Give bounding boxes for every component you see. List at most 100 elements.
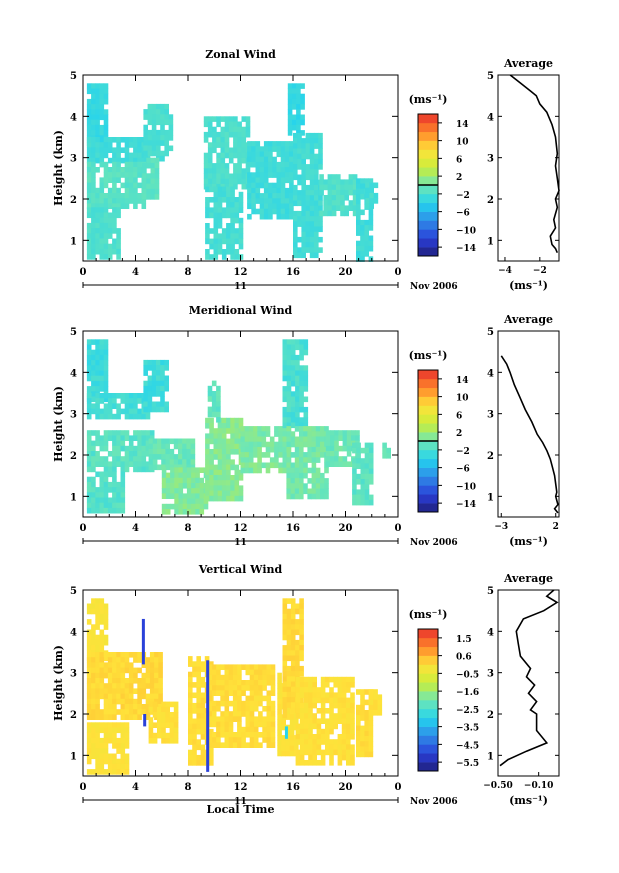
heatmap-cell [286,396,292,403]
heatmap-cell [112,672,117,679]
heatmap-cell [299,483,304,489]
heatmap-cell [116,177,121,183]
heatmap-cell [307,452,312,458]
heatmap-cell [237,121,242,128]
heatmap-cell [120,471,126,478]
heatmap-cell [86,722,92,728]
heatmap-cell [301,158,306,165]
heatmap-cell [226,454,231,460]
heatmap-cell [329,739,334,745]
heatmap-cell [120,709,126,715]
heatmap-cell [269,446,275,453]
heatmap-cell [263,203,269,210]
heatmap-cell [295,708,301,714]
heatmap-cell [241,152,247,159]
heatmap-cell [200,666,206,673]
heatmap-cell [217,449,223,455]
heatmap-cell [133,193,138,199]
colorbar-swatch [418,396,438,406]
heatmap-cell [133,403,138,409]
heatmap-cell [356,193,361,200]
heatmap-cell [282,665,288,672]
heatmap-cell [103,769,109,775]
heatmap-cell [294,462,300,469]
heatmap-cell [128,678,134,684]
heatmap-cell [107,167,113,173]
heatmap-cell [191,509,196,515]
heatmap-cell [107,203,113,209]
heatmap-cell [356,741,361,747]
heatmap-cell [95,157,100,164]
heatmap-cell [282,349,288,356]
heatmap-cell [303,436,308,443]
heatmap-cell [124,435,130,441]
heatmap-cell [350,734,355,740]
heatmap-cell [146,188,151,195]
heatmap-cell [116,743,121,749]
heatmap-cell [299,467,304,474]
heatmap-cell [86,413,92,420]
heatmap-cell [296,114,301,121]
heatmap-cell [224,173,230,180]
heatmap-cell [103,502,109,509]
heatmap-cell [281,719,286,726]
heatmap-cell [165,701,170,708]
heatmap-cell [99,662,105,668]
heatmap-cell [86,743,92,749]
heatmap-cell [340,210,345,217]
heatmap-cell [99,743,105,749]
heatmap-cell [196,692,201,699]
heatmap-cell [286,370,292,377]
heatmap-cell [270,700,276,707]
heatmap-cell [224,178,230,185]
heatmap-cell [157,443,162,450]
heatmap-cell [196,682,201,688]
heatmap-cell [266,716,272,722]
heatmap-cell [303,386,309,392]
heatmap-cell [249,742,255,748]
heatmap-cell [346,676,351,683]
heatmap-cell [107,398,113,404]
heatmap-cell [160,103,165,110]
heatmap-cell [220,674,225,681]
heatmap-cell [241,737,246,743]
heatmap-cell [356,240,361,247]
heatmap-cell [207,695,213,702]
heatmap-cell [245,695,251,702]
heatmap-cell [116,161,121,168]
heatmap-cell [99,365,105,371]
heatmap-cell [344,179,349,185]
heatmap-cell [86,461,92,467]
heatmap-cell [209,728,214,735]
heatmap-cell [99,763,105,770]
heatmap-cell [137,683,142,689]
heatmap-cell [203,116,209,122]
heatmap-cell [188,656,193,662]
heatmap-cell [286,493,291,500]
heatmap-cell [342,430,348,436]
heatmap-cell [124,461,130,467]
heatmap-cell [230,249,235,255]
heatmap-cell [145,698,151,705]
heatmap-cell [156,365,161,371]
heatmap-cell [95,652,100,658]
heatmap-cell [314,205,319,212]
heatmap-cell [99,408,105,415]
heatmap-cell [314,231,319,238]
colorbar-swatch [418,193,438,204]
heatmap-cell [156,150,161,157]
heatmap-cell [211,685,217,691]
heatmap-cell [211,406,217,413]
heatmap-cell [213,212,219,219]
heatmap-cell [348,200,354,206]
heatmap-cell [266,742,272,748]
heatmap-cell [99,130,105,136]
heatmap-cell [103,344,109,351]
heatmap-cell [282,645,288,651]
heatmap-cell [365,203,370,209]
heatmap-cell [190,459,196,465]
heatmap-cell [262,737,267,743]
heatmap-cell [213,449,219,455]
heatmap-cell [116,737,121,744]
heatmap-cell [253,446,258,453]
